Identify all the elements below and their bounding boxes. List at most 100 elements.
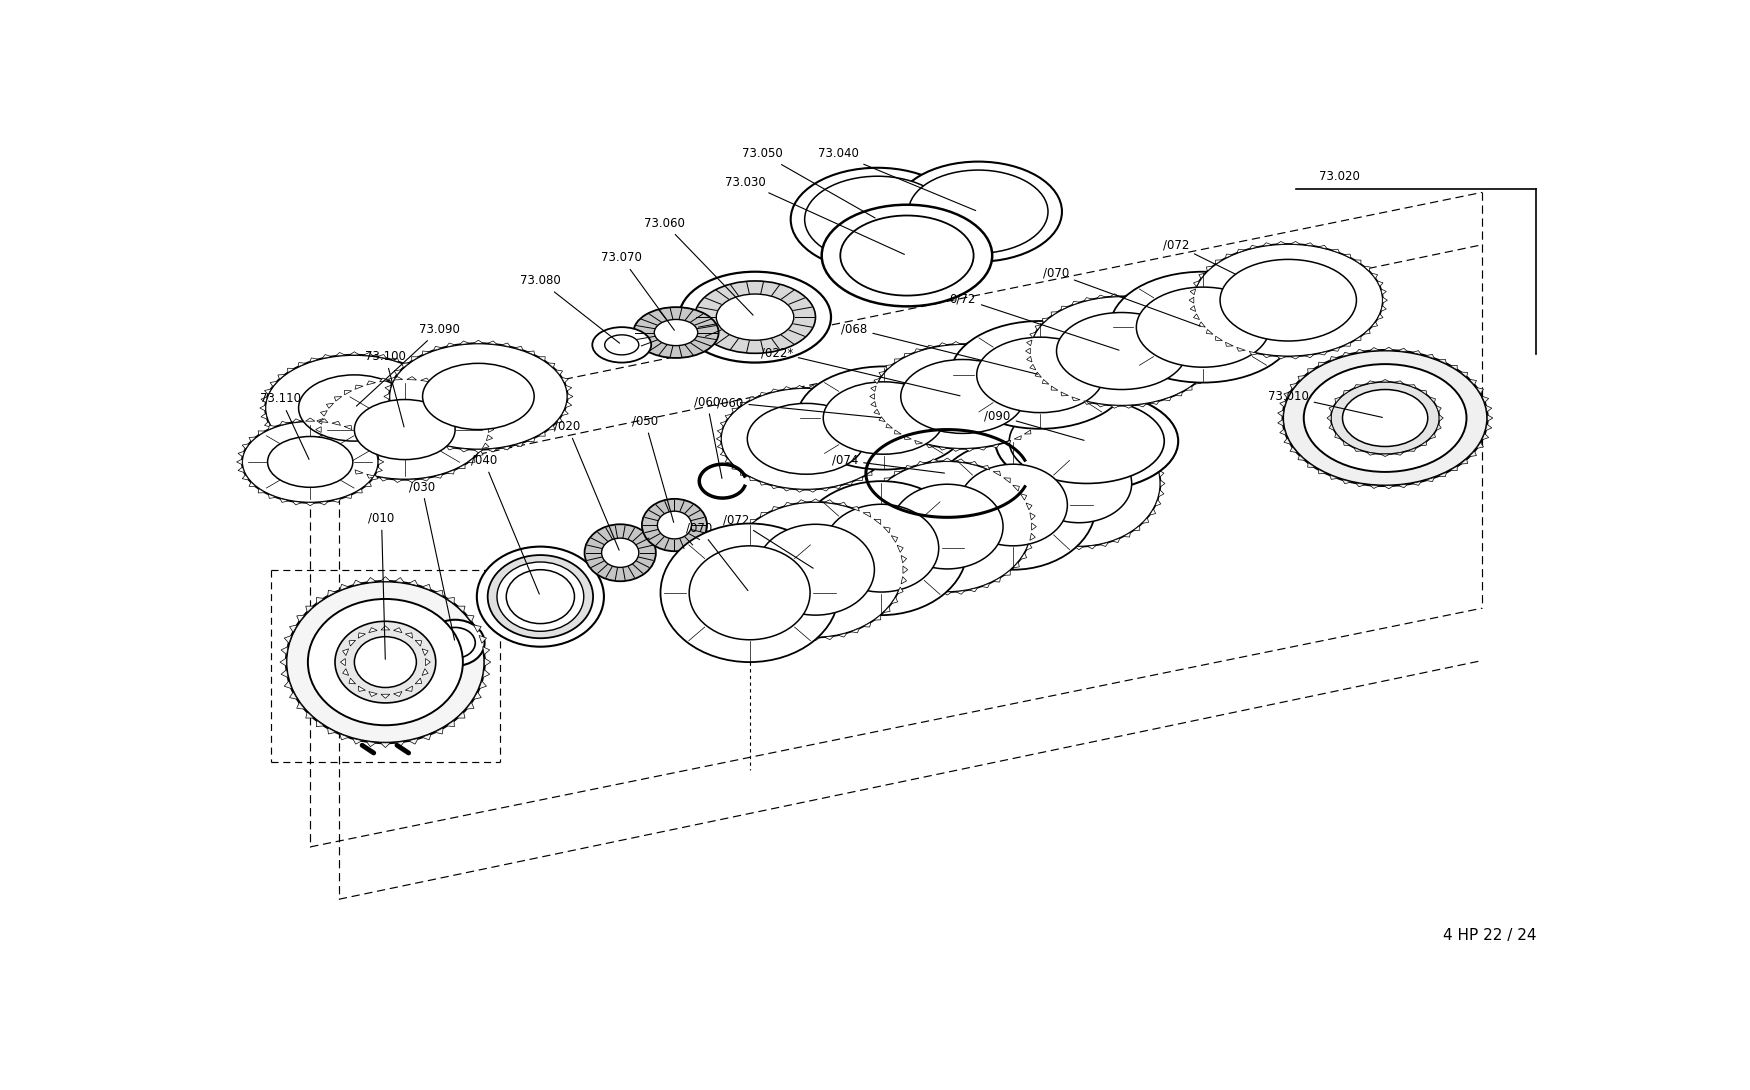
Polygon shape (1202, 372, 1207, 377)
Polygon shape (1027, 356, 1032, 362)
Ellipse shape (996, 391, 1178, 492)
Polygon shape (371, 475, 378, 480)
Polygon shape (1335, 397, 1340, 403)
Polygon shape (1155, 461, 1160, 468)
Polygon shape (326, 403, 334, 409)
Polygon shape (457, 712, 466, 718)
Polygon shape (1190, 289, 1195, 294)
Polygon shape (259, 488, 266, 493)
Polygon shape (340, 734, 348, 740)
Polygon shape (891, 535, 898, 543)
Ellipse shape (1031, 296, 1213, 405)
Polygon shape (1354, 259, 1362, 264)
Polygon shape (1034, 372, 1041, 377)
Polygon shape (994, 470, 999, 477)
Polygon shape (1482, 434, 1489, 440)
Polygon shape (1284, 391, 1292, 398)
Polygon shape (1290, 356, 1300, 359)
Polygon shape (964, 341, 975, 344)
Polygon shape (369, 691, 378, 697)
Polygon shape (1438, 472, 1447, 476)
Text: 73.050: 73.050 (742, 147, 875, 218)
Polygon shape (355, 385, 362, 389)
Polygon shape (298, 449, 306, 453)
Polygon shape (724, 577, 730, 584)
Polygon shape (1040, 372, 1046, 376)
Text: /072: /072 (1162, 239, 1286, 299)
Polygon shape (259, 431, 266, 435)
Text: /060: /060 (693, 396, 723, 479)
Polygon shape (1398, 484, 1407, 487)
Ellipse shape (1110, 271, 1297, 383)
Polygon shape (1250, 351, 1258, 355)
Polygon shape (1307, 462, 1314, 468)
Polygon shape (1158, 470, 1164, 477)
Polygon shape (1262, 243, 1272, 246)
Ellipse shape (634, 307, 719, 358)
Polygon shape (1449, 365, 1458, 370)
Polygon shape (1110, 294, 1120, 296)
Ellipse shape (796, 366, 971, 470)
Polygon shape (422, 584, 430, 591)
Polygon shape (306, 417, 315, 421)
Polygon shape (1304, 243, 1314, 246)
Polygon shape (434, 443, 443, 447)
Polygon shape (259, 405, 266, 411)
Polygon shape (434, 728, 443, 734)
Ellipse shape (997, 421, 1160, 546)
Polygon shape (1486, 424, 1491, 431)
Polygon shape (537, 356, 546, 361)
Ellipse shape (822, 382, 945, 455)
Polygon shape (1174, 306, 1183, 311)
Polygon shape (1216, 336, 1223, 340)
Ellipse shape (320, 379, 488, 480)
Polygon shape (424, 375, 430, 379)
Polygon shape (1328, 424, 1334, 431)
Polygon shape (236, 459, 242, 464)
Polygon shape (905, 353, 912, 358)
Ellipse shape (584, 524, 656, 581)
Polygon shape (388, 410, 396, 415)
Text: 73.070: 73.070 (602, 252, 674, 330)
Polygon shape (917, 588, 926, 592)
Polygon shape (970, 461, 978, 465)
Polygon shape (385, 385, 392, 391)
Polygon shape (1143, 518, 1148, 523)
Polygon shape (982, 465, 990, 470)
Polygon shape (782, 387, 791, 390)
Polygon shape (1279, 428, 1286, 435)
Polygon shape (1437, 405, 1442, 412)
Polygon shape (810, 638, 821, 641)
Polygon shape (850, 628, 859, 633)
Ellipse shape (863, 461, 1032, 592)
Polygon shape (905, 436, 912, 439)
Polygon shape (343, 649, 348, 655)
Polygon shape (402, 449, 411, 453)
Polygon shape (1395, 380, 1404, 384)
Polygon shape (886, 451, 892, 457)
Polygon shape (434, 474, 443, 479)
Polygon shape (292, 419, 301, 423)
Polygon shape (326, 451, 334, 456)
Polygon shape (994, 489, 999, 497)
Polygon shape (1099, 543, 1108, 546)
Ellipse shape (977, 337, 1104, 413)
Polygon shape (434, 347, 443, 351)
Polygon shape (476, 451, 483, 456)
Polygon shape (466, 702, 474, 710)
Polygon shape (382, 626, 390, 630)
Ellipse shape (266, 355, 443, 461)
Polygon shape (298, 363, 306, 367)
Polygon shape (284, 635, 292, 643)
Polygon shape (1486, 405, 1491, 412)
Polygon shape (420, 477, 430, 481)
Polygon shape (446, 385, 455, 389)
Polygon shape (732, 408, 738, 412)
Polygon shape (348, 678, 355, 683)
Polygon shape (894, 578, 901, 582)
Polygon shape (903, 566, 908, 573)
Polygon shape (1328, 405, 1334, 412)
Polygon shape (1326, 414, 1332, 422)
Polygon shape (264, 422, 271, 427)
Polygon shape (514, 347, 523, 351)
